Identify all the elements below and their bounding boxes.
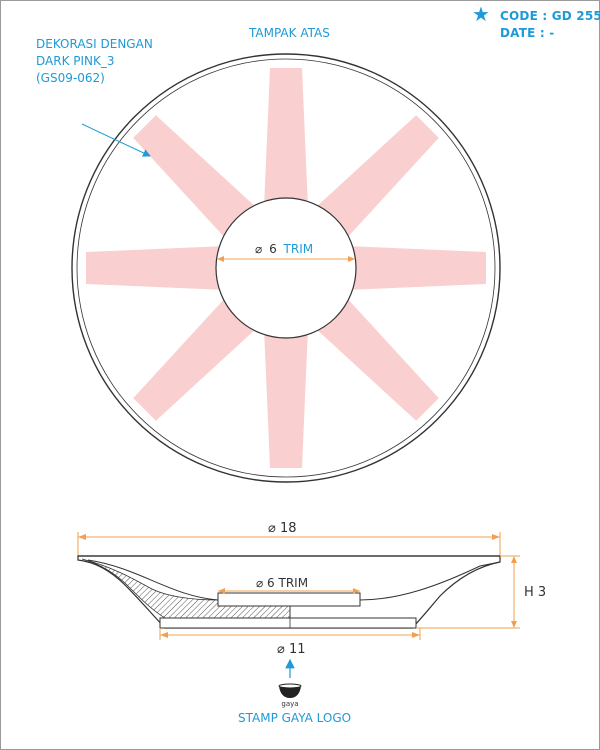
inner-trim-label: ⌀ 6 TRIM xyxy=(256,576,308,590)
pink-stripe xyxy=(264,328,308,468)
star-icon: ★ xyxy=(472,2,490,26)
decoration-note-line-3: (GS09-062) xyxy=(36,71,105,85)
gaya-logo-rim xyxy=(278,683,302,689)
base-diameter-label: ⌀ 11 xyxy=(277,642,306,657)
dim-arrow-top xyxy=(511,556,517,563)
pink-decoration-stripes xyxy=(86,68,486,468)
dim-label-bg xyxy=(262,520,308,535)
dim-arrow-bottom xyxy=(511,621,517,628)
gaya-logo: gaya xyxy=(278,683,302,708)
stamp-caption: STAMP GAYA LOGO xyxy=(238,711,352,725)
date-label: DATE : - xyxy=(500,26,555,40)
plate-inner-rim xyxy=(76,58,496,478)
dim-label-bg xyxy=(250,240,322,256)
code-label: CODE : GD 255 xyxy=(500,9,600,23)
gaya-logo-text: gaya xyxy=(281,700,298,708)
dim-arrow-left xyxy=(78,534,86,540)
pink-stripe xyxy=(133,115,260,242)
pink-stripe xyxy=(312,294,439,421)
height-label: H 3 xyxy=(524,585,546,600)
center-well-circle xyxy=(215,197,357,339)
dim-arrow-right xyxy=(348,256,355,262)
dim-arrow-right xyxy=(492,534,500,540)
pink-stripe xyxy=(312,115,439,242)
decoration-leader-arrow xyxy=(81,123,151,157)
gaya-logo-mark xyxy=(279,686,301,698)
trim-well xyxy=(217,592,361,607)
top-view-title: TAMPAK ATAS xyxy=(249,26,330,40)
dim-arrow-left xyxy=(218,588,225,594)
dim-arrow-right xyxy=(353,588,360,594)
decoration-note-line-1: DEKORASI DENGAN xyxy=(36,37,153,51)
dim-arrow-left xyxy=(160,632,168,638)
inner-diameter-label: ⌀ 6 TRIM xyxy=(255,242,313,256)
pink-stripe xyxy=(346,246,486,290)
dim-arrow-left xyxy=(217,256,224,262)
dim-arrow-right xyxy=(412,632,420,638)
decoration-note-line-2: DARK PINK_3 xyxy=(36,54,115,68)
side-view: ⌀ 18 ⌀ 6 TRIM H 3 ⌀ 11 xyxy=(77,520,546,657)
top-view-plate: ⌀ 6 TRIM xyxy=(71,53,501,483)
decoration-note: DEKORASI DENGAN DARK PINK_3 (GS09-062) xyxy=(36,36,153,87)
pink-stripe xyxy=(133,294,260,421)
pink-stripe xyxy=(86,246,226,290)
pink-stripe xyxy=(264,68,308,208)
overall-diameter-label: ⌀ 18 xyxy=(268,521,297,536)
foot-ring xyxy=(159,617,417,629)
